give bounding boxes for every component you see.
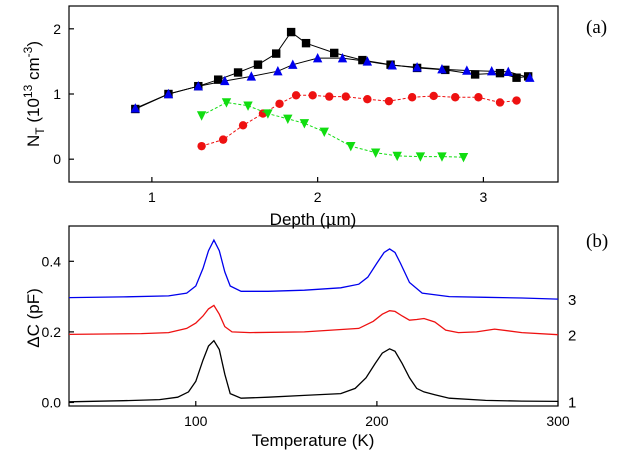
x-tick-label: 2	[314, 189, 322, 205]
data-point-triangle-down	[263, 109, 273, 119]
x-tick-label: 100	[184, 413, 208, 429]
data-point-square	[286, 27, 296, 37]
data-point-triangle-up	[362, 56, 373, 66]
data-point-square	[441, 65, 450, 75]
data-point-circle	[197, 141, 206, 151]
data-point-triangle-up	[437, 64, 447, 74]
data-point-triangle-down	[370, 148, 381, 158]
x-tick-label: 3	[480, 189, 488, 205]
y-tick-label: 2	[53, 21, 61, 37]
data-point-circle	[275, 99, 284, 108]
data-point-triangle-down	[299, 119, 310, 129]
x-tick-label: 1	[148, 189, 156, 205]
data-point-triangle-down	[346, 141, 356, 152]
data-point-triangle-up	[273, 65, 283, 76]
series-line-2	[68, 339, 559, 403]
data-point-triangle-up	[220, 75, 230, 86]
y-tick-label: 0.2	[42, 324, 62, 340]
series-line-3	[201, 101, 464, 158]
data-point-circle	[384, 96, 394, 106]
panel-a-label: (a)	[586, 17, 607, 38]
panel-b-ticks: 100 200 300 0.0 0.2 0.4	[42, 253, 570, 429]
data-point-triangle-up	[312, 52, 323, 63]
data-point-circle	[363, 95, 372, 104]
panel-b-y-axis-label: ΔC (pF)	[24, 288, 43, 348]
data-point-triangle-down	[437, 152, 447, 162]
panel-b-series: 3 2 1	[68, 238, 576, 411]
data-point-square	[512, 73, 521, 82]
data-point-triangle-up	[387, 60, 397, 70]
data-point-square	[495, 68, 505, 78]
data-point-triangle-up	[503, 66, 513, 77]
panel-a-series	[130, 27, 535, 163]
curve-label-3: 3	[568, 292, 576, 309]
series-line-0	[68, 238, 559, 300]
data-point-triangle-up	[193, 80, 203, 91]
data-point-square	[358, 55, 367, 65]
data-point-square	[301, 38, 311, 48]
data-point-square	[253, 60, 263, 69]
data-point-circle	[291, 91, 301, 100]
panel-a-x-axis-label: Depth (μm)	[270, 210, 357, 230]
data-point-circle	[407, 93, 417, 102]
data-point-triangle-down	[392, 151, 402, 162]
data-point-square	[470, 70, 480, 79]
data-point-triangle-up	[288, 59, 298, 69]
panel-b-frame	[68, 225, 559, 407]
data-point-circle	[495, 98, 505, 107]
curve-label-2: 2	[568, 328, 576, 345]
data-point-circle	[451, 93, 460, 102]
data-point-square	[213, 75, 223, 84]
data-point-circle	[218, 135, 228, 144]
data-point-circle	[474, 93, 483, 102]
series-line-1	[68, 304, 559, 336]
data-point-triangle-up	[163, 88, 174, 99]
y-tick-label: 0	[53, 151, 61, 167]
data-point-triangle-down	[243, 101, 253, 111]
data-point-triangle-up	[412, 62, 422, 72]
data-point-triangle-up	[486, 65, 497, 76]
data-point-square	[233, 68, 243, 77]
data-point-triangle-down	[283, 114, 293, 124]
data-point-triangle-down	[319, 127, 329, 138]
panel-a-y-axis-label: NT (1013 cm-3)	[21, 41, 47, 147]
data-point-triangle-down	[221, 98, 232, 108]
panel-a-ticks: 1 2 3 0 1 2	[53, 21, 487, 205]
panel-b-label: (b)	[586, 231, 608, 252]
x-tick-label: 200	[365, 413, 389, 429]
panel-a: 1 2 3 0 1 2 (a) NT (1013 cm-3) Depth (μm)	[21, 5, 607, 230]
data-point-triangle-up	[462, 65, 472, 75]
panel-b: 100 200 300 0.0 0.2 0.4 3 2 1 (b) ΔC (pF) Tempe…	[24, 225, 608, 450]
curve-label-1: 1	[568, 394, 576, 411]
x-tick-label: 300	[546, 413, 570, 429]
data-point-triangle-up	[246, 71, 257, 81]
data-point-circle	[238, 121, 248, 130]
data-point-triangle-down	[196, 111, 207, 121]
data-point-triangle-up	[525, 72, 535, 82]
y-tick-label: 0.0	[42, 394, 62, 410]
data-point-circle	[308, 91, 317, 100]
data-point-triangle-down	[415, 152, 426, 162]
data-point-circle	[429, 91, 438, 101]
data-point-square	[272, 49, 281, 58]
data-point-circle	[512, 96, 521, 105]
y-tick-label: 0.4	[42, 253, 62, 269]
data-point-circle	[325, 92, 334, 101]
data-point-triangle-up	[337, 52, 348, 63]
y-tick-label: 1	[53, 86, 61, 102]
data-point-circle	[341, 92, 351, 101]
data-point-triangle-up	[130, 103, 141, 113]
data-point-triangle-down	[458, 153, 469, 163]
data-point-square	[330, 48, 339, 58]
panel-b-x-axis-label: Temperature (K)	[252, 431, 375, 450]
